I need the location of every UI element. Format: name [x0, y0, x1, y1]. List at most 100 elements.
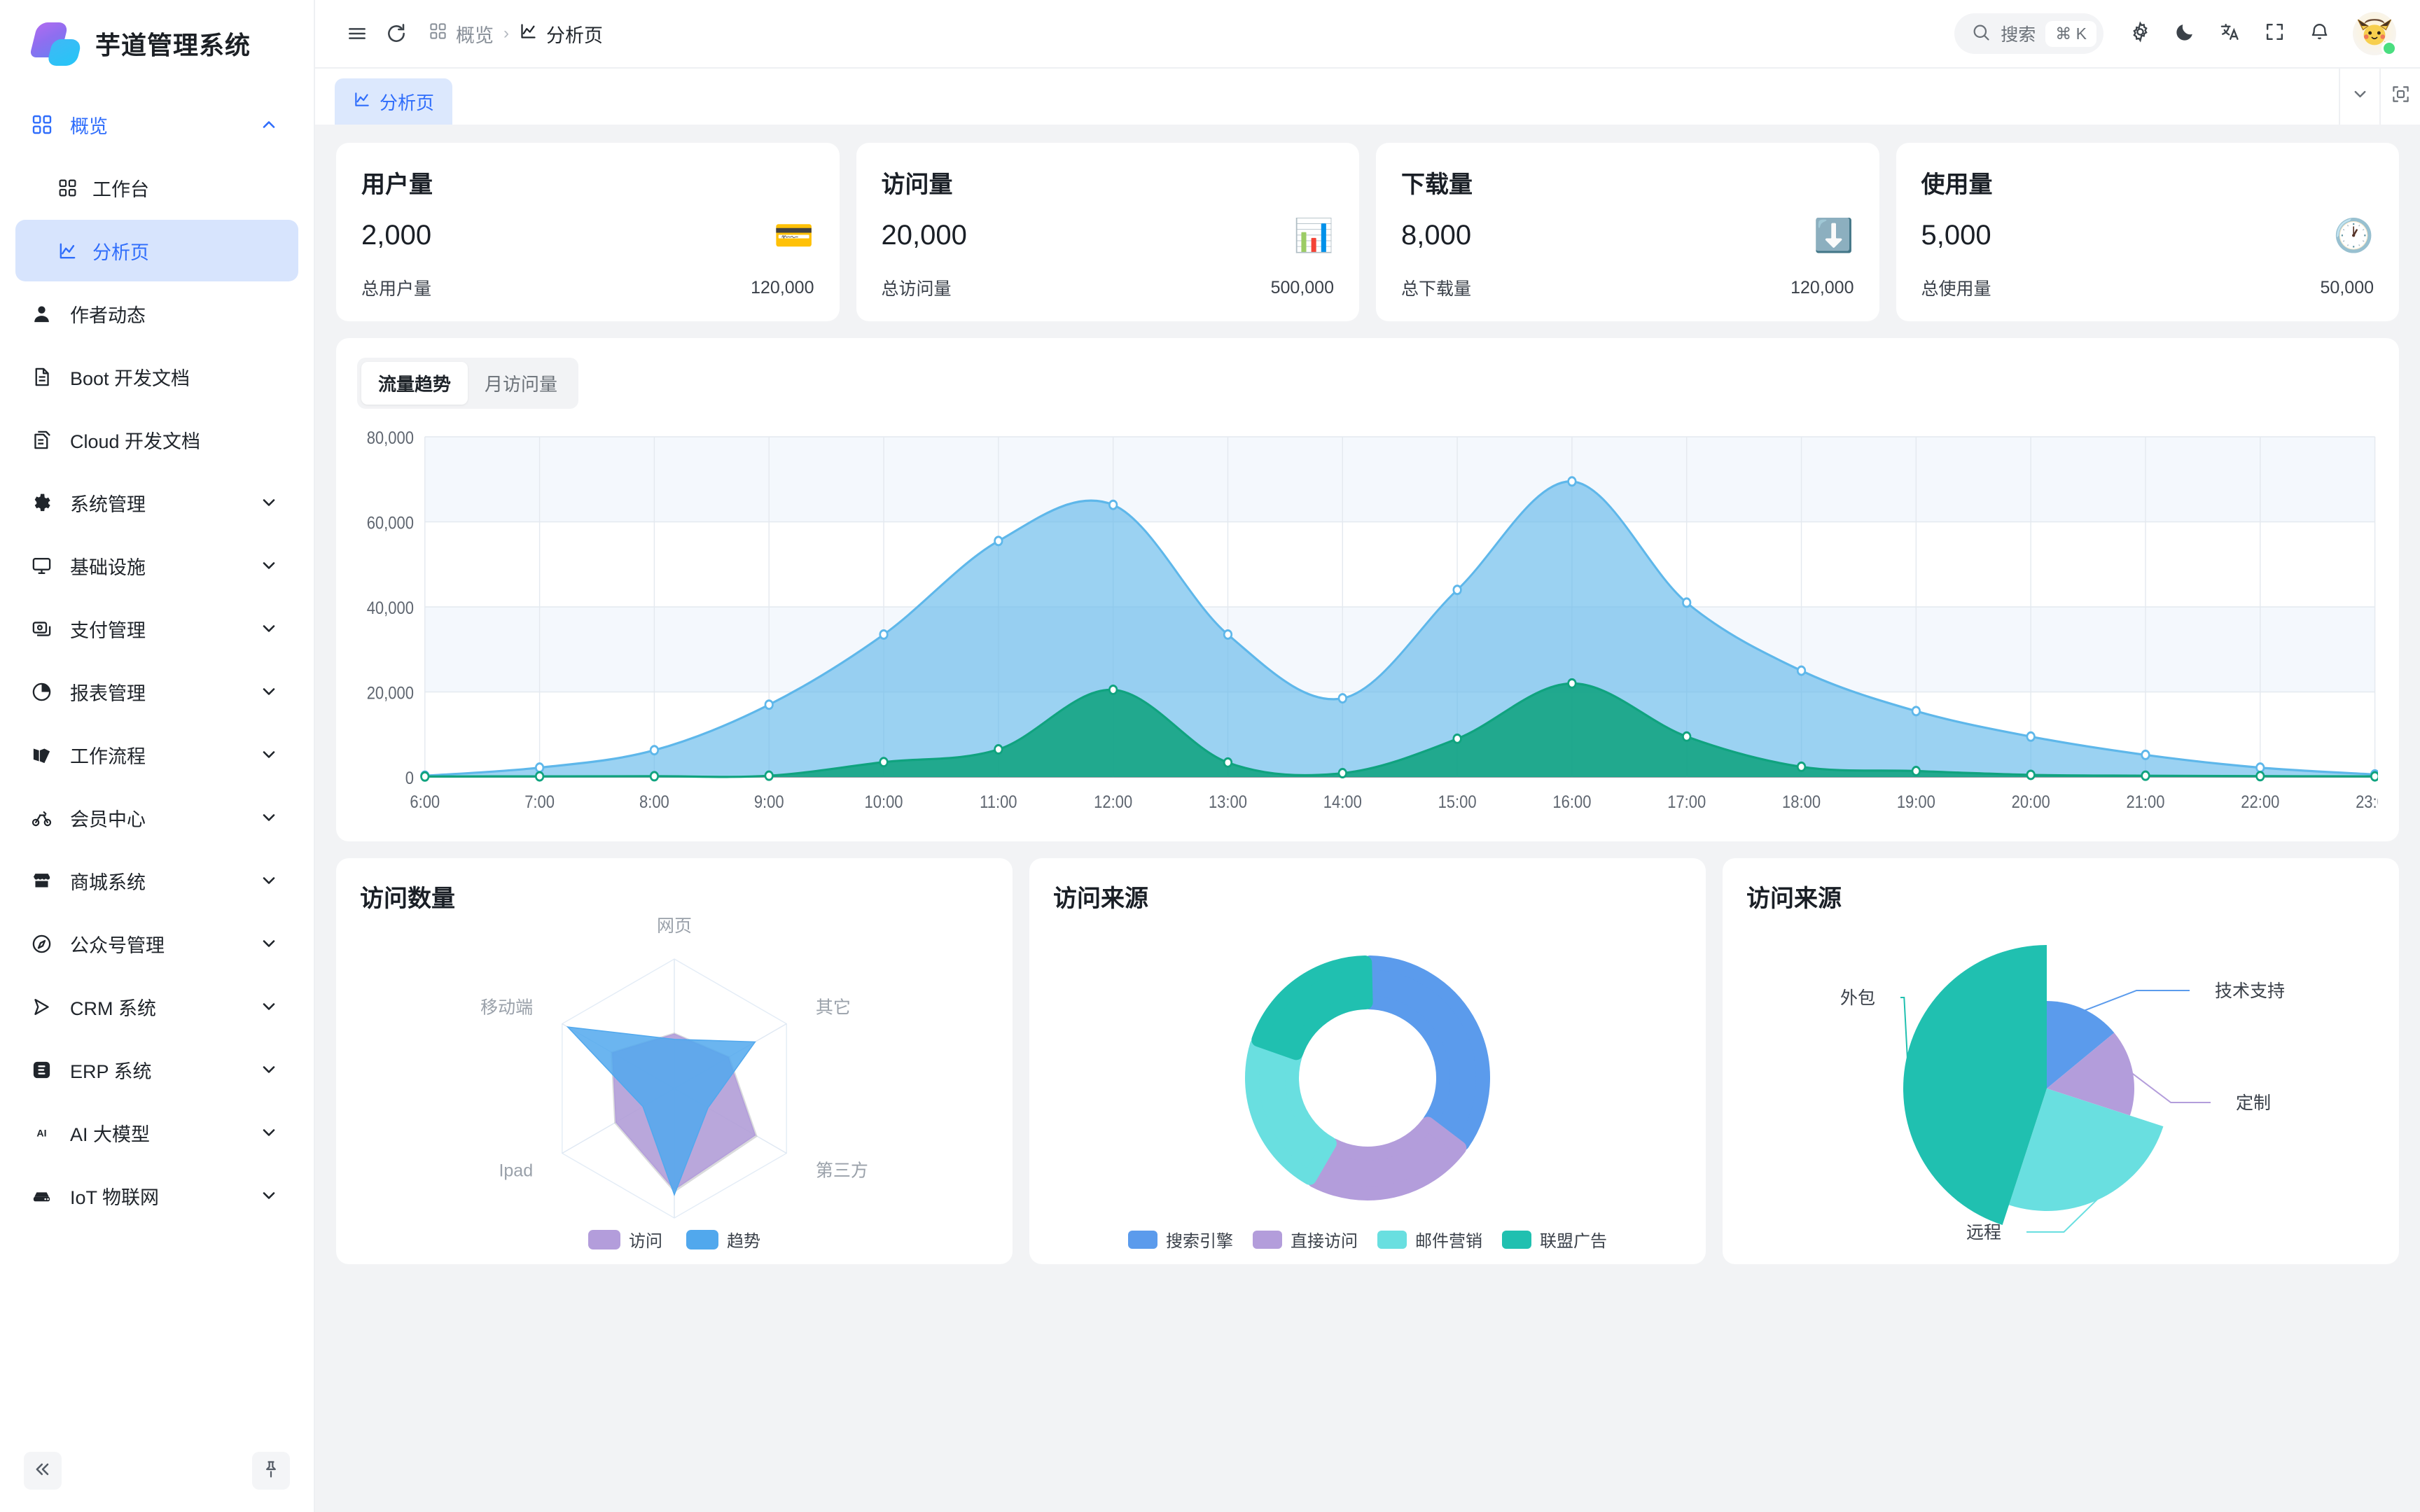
donut-slice[interactable] [1245, 1037, 1337, 1185]
radar-card: 访问数量 网页其它第三方客户端Ipad移动端 访问 趋势 [336, 858, 1013, 1264]
stat-value: 8,000 [1401, 219, 1472, 251]
moon-icon [2174, 21, 2196, 46]
data-point [1682, 731, 1692, 742]
radar-axis-label: 其它 [816, 997, 851, 1017]
data-point [879, 629, 889, 640]
legend-item[interactable]: 直接访问 [1253, 1227, 1358, 1252]
language-button[interactable] [2210, 14, 2249, 53]
sidebar-collapse-button[interactable] [24, 1452, 62, 1490]
stat-foot-label: 总访问量 [881, 279, 952, 299]
legend-swatch [588, 1229, 620, 1250]
double-chevron-left-icon [33, 1460, 53, 1483]
sidebar-item-cloud-docs[interactable]: Cloud 开发文档 [15, 409, 298, 470]
sidebar-item-label: 分析页 [92, 241, 149, 263]
donut-legend: 搜索引擎 直接访问 邮件营销 联盟广告 [1029, 1227, 1706, 1252]
search-button[interactable]: 搜索 ⌘ K [1954, 13, 2103, 54]
sidebar-item-iot[interactable]: IoT 物联网 [15, 1165, 298, 1226]
refresh-icon[interactable] [377, 14, 416, 53]
radar-axis-label: 网页 [657, 916, 692, 936]
data-point [1223, 757, 1233, 768]
pie-slice[interactable] [2047, 1032, 2134, 1116]
sidebar-item-label: Boot 开发文档 [70, 368, 190, 389]
legend-item[interactable]: 搜索引擎 [1128, 1227, 1233, 1252]
pie-slice[interactable] [1903, 945, 2047, 1225]
donut-slice[interactable] [1307, 1116, 1467, 1200]
legend-item[interactable]: 联盟广告 [1502, 1227, 1607, 1252]
sidebar-pin-button[interactable] [252, 1452, 290, 1490]
trend-tab-monthly[interactable]: 月访问量 [485, 374, 558, 395]
sidebar-item-report-management[interactable]: 报表管理 [15, 661, 298, 722]
y-axis-tick: 40,000 [367, 598, 414, 618]
stat-foot-value: 120,000 [751, 277, 814, 298]
erp-icon [31, 1059, 59, 1081]
x-axis-tick: 23:00 [2356, 792, 2378, 812]
content-fullscreen-button[interactable] [2379, 67, 2420, 125]
chevron-down-icon [258, 491, 280, 514]
sidebar-group-overview[interactable]: 概览 [15, 94, 298, 155]
svg-text:AI: AI [36, 1128, 46, 1139]
bike-icon [31, 807, 59, 829]
sidebar-item-crm-system[interactable]: CRM 系统 [15, 976, 298, 1037]
sidebar-item-boot-docs[interactable]: Boot 开发文档 [15, 346, 298, 407]
sidebar-group-label: 概览 [70, 115, 108, 137]
stat-foot-label: 总下载量 [1401, 279, 1472, 299]
donut-slice[interactable] [1251, 955, 1373, 1060]
legend-item[interactable]: 邮件营销 [1377, 1227, 1482, 1252]
stat-value: 2,000 [361, 219, 432, 251]
legend-item[interactable]: 趋势 [686, 1227, 760, 1252]
sidebar-item-workflow[interactable]: 工作流程 [15, 724, 298, 785]
sidebar-item-erp-system[interactable]: ERP 系统 [15, 1039, 298, 1100]
pie-leader-line [2082, 990, 2190, 1012]
breadcrumb-separator: › [503, 24, 509, 43]
tab-analysis[interactable]: 分析页 [335, 78, 453, 125]
stat-card-users: 用户量 2,000 💳 总用户量 120,000 [336, 143, 840, 321]
sidebar-item-official-account[interactable]: 公众号管理 [15, 913, 298, 974]
trend-tab-traffic[interactable]: 流量趋势 [361, 362, 468, 405]
chevron-down-icon [258, 995, 280, 1018]
notifications-button[interactable] [2300, 14, 2339, 53]
translate-icon [2219, 21, 2241, 46]
sidebar-item-label: 公众号管理 [70, 934, 165, 956]
sidebar-item-workbench[interactable]: 工作台 [15, 157, 298, 218]
sidebar-item-payment-management[interactable]: 支付管理 [15, 598, 298, 659]
pie-slice[interactable] [2008, 1088, 2164, 1211]
donut-slice[interactable] [1362, 955, 1490, 1151]
data-point [1911, 765, 1921, 776]
data-point [1452, 733, 1462, 744]
sidebar-item-member-center[interactable]: 会员中心 [15, 787, 298, 848]
pie-slice-label: 远程 [1966, 1223, 2001, 1242]
data-point [1682, 597, 1692, 608]
sidebar-item-ai-model[interactable]: AI AI 大模型 [15, 1102, 298, 1163]
settings-button[interactable] [2120, 14, 2160, 53]
credit-card-icon: 💳 [774, 217, 814, 253]
x-axis-tick: 18:00 [1782, 792, 1821, 812]
data-point [2255, 762, 2265, 774]
brand[interactable]: 芋道管理系统 [0, 0, 314, 81]
hamburger-icon[interactable] [338, 14, 377, 53]
pin-icon [261, 1460, 281, 1483]
x-axis-tick: 13:00 [1209, 792, 1247, 812]
topbar: 概览 › 分析页 搜索 ⌘ K [315, 0, 2420, 67]
sidebar-item-author-feed[interactable]: 作者动态 [15, 283, 298, 344]
chevron-down-icon [2351, 85, 2370, 107]
chevron-down-icon [258, 680, 280, 703]
stat-card-visits: 访问量 20,000 📊 总访问量 500,000 [856, 143, 1359, 321]
pie-slice[interactable] [2047, 1001, 2115, 1088]
legend-swatch [1128, 1230, 1157, 1249]
tab-dropdown-button[interactable] [2339, 67, 2379, 125]
fullscreen-button[interactable] [2255, 14, 2294, 53]
sidebar-item-analysis[interactable]: 分析页 [15, 220, 298, 281]
sidebar-item-system-management[interactable]: 系统管理 [15, 472, 298, 533]
breadcrumb-item-analysis[interactable]: 分析页 [519, 20, 603, 48]
sidebar-item-mall-system[interactable]: 商城系统 [15, 850, 298, 911]
avatar[interactable] [2353, 12, 2397, 56]
data-point [2026, 769, 2036, 780]
breadcrumb-item-overview[interactable]: 概览 [429, 20, 494, 48]
sidebar-item-infrastructure[interactable]: 基础设施 [15, 535, 298, 596]
x-axis-tick: 19:00 [1897, 792, 1935, 812]
legend-item[interactable]: 访问 [588, 1227, 662, 1252]
compass-icon [31, 933, 59, 955]
dark-mode-button[interactable] [2165, 14, 2204, 53]
grid-icon [57, 178, 83, 198]
legend-swatch [1253, 1230, 1282, 1249]
